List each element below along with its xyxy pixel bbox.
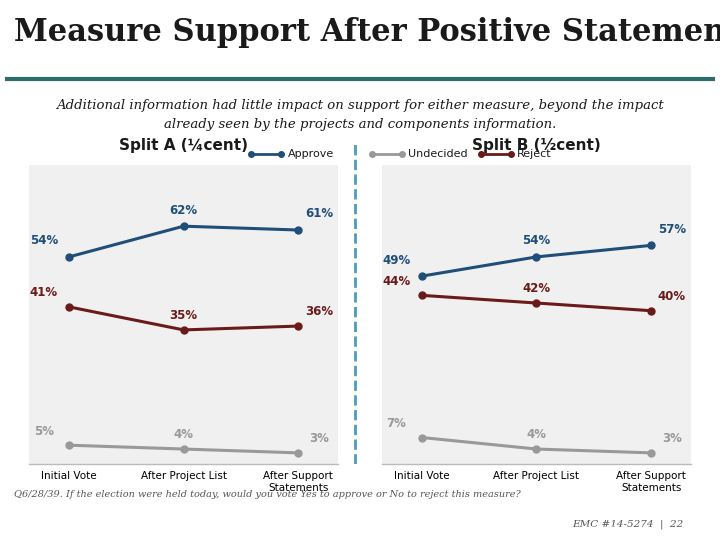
Text: EMC #14-5274  |  22: EMC #14-5274 | 22 [572, 520, 684, 529]
Text: 3%: 3% [662, 432, 682, 445]
Text: 35%: 35% [169, 309, 198, 322]
Text: Split B (½cent): Split B (½cent) [472, 138, 600, 153]
Text: 49%: 49% [382, 253, 410, 267]
Text: 44%: 44% [382, 275, 410, 288]
Text: Additional information had little impact on support for either measure, beyond t: Additional information had little impact… [56, 99, 664, 131]
Text: 41%: 41% [30, 286, 58, 299]
Text: 54%: 54% [30, 234, 58, 247]
Text: 7%: 7% [387, 417, 407, 430]
Text: 36%: 36% [305, 306, 333, 319]
Text: Approve: Approve [287, 150, 333, 159]
Text: Undecided: Undecided [408, 150, 468, 159]
Text: 54%: 54% [522, 234, 551, 247]
Text: 42%: 42% [522, 282, 551, 295]
Text: Split A (¼cent): Split A (¼cent) [119, 138, 248, 153]
Text: 61%: 61% [305, 207, 333, 220]
Text: EMC: EMC [581, 503, 629, 521]
Text: 3%: 3% [309, 432, 329, 445]
Text: 5%: 5% [34, 424, 54, 437]
Text: 62%: 62% [169, 204, 198, 217]
Text: 57%: 57% [657, 223, 685, 236]
Text: Reject: Reject [517, 150, 552, 159]
Text: 4%: 4% [174, 428, 194, 441]
Text: R E S E A R C H: R E S E A R C H [585, 526, 625, 531]
Text: 4%: 4% [526, 428, 546, 441]
Text: Q6/28/39. If the election were held today, would you vote Yes to approve or No t: Q6/28/39. If the election were held toda… [14, 490, 521, 499]
Text: 40%: 40% [657, 290, 685, 303]
Text: Measure Support After Positive Statements: Measure Support After Positive Statement… [14, 17, 720, 48]
